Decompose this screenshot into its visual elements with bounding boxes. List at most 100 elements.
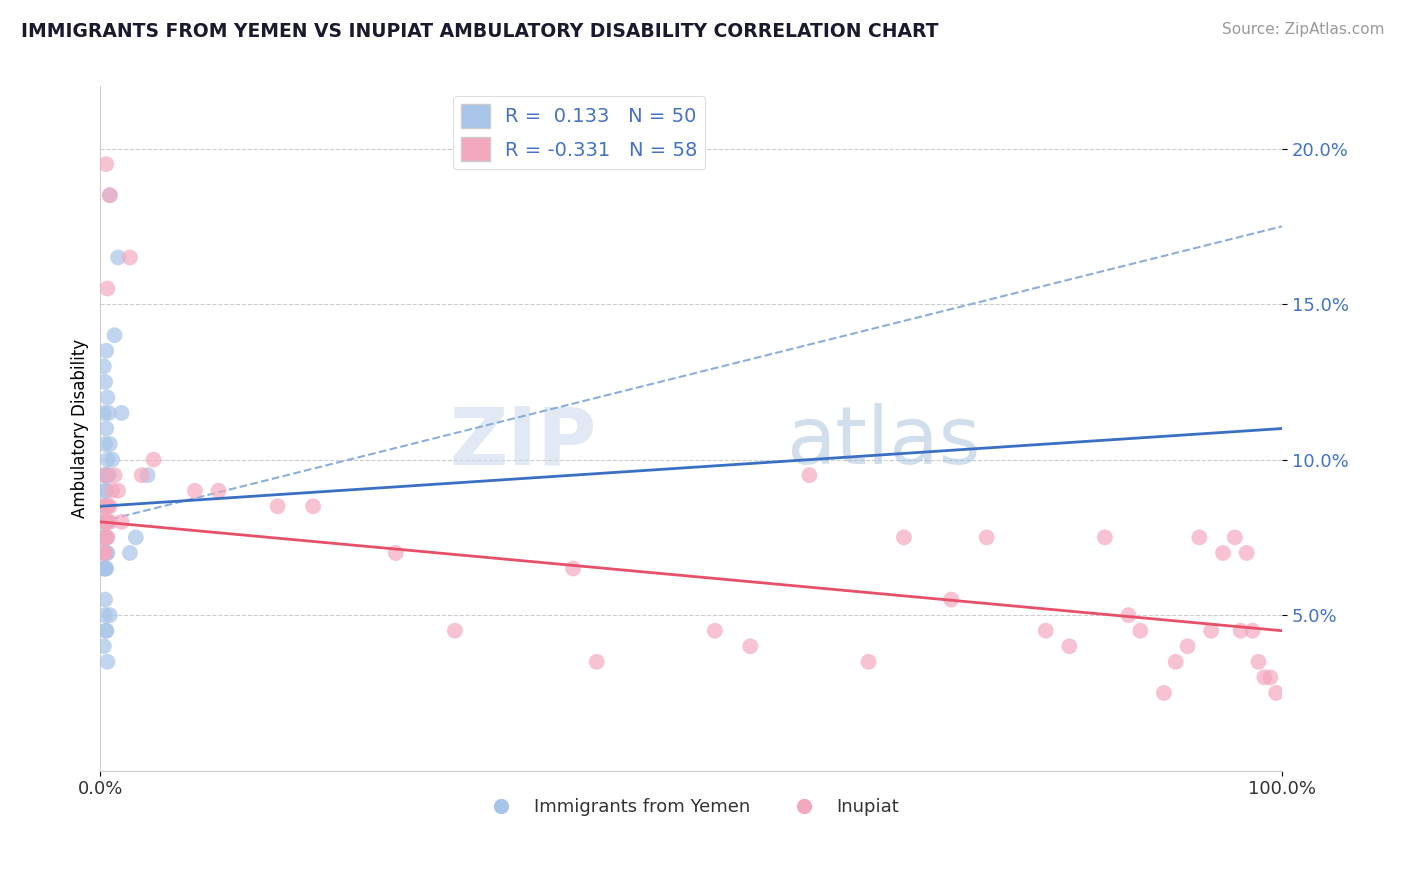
Point bbox=[96, 421, 118, 435]
Point bbox=[93, 500, 115, 514]
Point bbox=[703, 624, 725, 638]
Point bbox=[118, 251, 141, 265]
Point bbox=[94, 437, 117, 451]
Point bbox=[93, 406, 115, 420]
Point bbox=[94, 608, 117, 623]
Point bbox=[96, 500, 118, 514]
Point bbox=[142, 452, 165, 467]
Point bbox=[103, 328, 125, 343]
Point bbox=[101, 452, 124, 467]
Point bbox=[94, 561, 117, 575]
Point bbox=[207, 483, 229, 498]
Point bbox=[1253, 670, 1275, 684]
Point bbox=[96, 546, 118, 560]
Point bbox=[1212, 546, 1234, 560]
Point bbox=[1236, 546, 1258, 560]
Point bbox=[96, 391, 118, 405]
Point bbox=[96, 530, 118, 544]
Point bbox=[799, 468, 821, 483]
Point bbox=[1199, 624, 1222, 638]
Point bbox=[184, 483, 207, 498]
Point bbox=[96, 546, 118, 560]
Point bbox=[96, 515, 118, 529]
Point bbox=[96, 500, 118, 514]
Point bbox=[96, 515, 118, 529]
Point bbox=[96, 624, 118, 638]
Point bbox=[96, 483, 118, 498]
Point bbox=[94, 483, 117, 498]
Point bbox=[1241, 624, 1264, 638]
Point bbox=[96, 468, 118, 483]
Point bbox=[101, 483, 124, 498]
Point bbox=[1129, 624, 1152, 638]
Point bbox=[94, 530, 117, 544]
Point bbox=[96, 561, 118, 575]
Point bbox=[94, 530, 117, 544]
Text: Source: ZipAtlas.com: Source: ZipAtlas.com bbox=[1222, 22, 1385, 37]
Point bbox=[118, 546, 141, 560]
Point bbox=[1164, 655, 1187, 669]
Point bbox=[94, 515, 117, 529]
Text: atlas: atlas bbox=[786, 403, 980, 481]
Point bbox=[585, 655, 607, 669]
Point bbox=[93, 561, 115, 575]
Point bbox=[96, 281, 118, 295]
Point bbox=[444, 624, 467, 638]
Point bbox=[96, 515, 118, 529]
Point bbox=[96, 157, 118, 171]
Point bbox=[94, 500, 117, 514]
Point bbox=[98, 437, 121, 451]
Point bbox=[1153, 686, 1175, 700]
Point bbox=[111, 406, 134, 420]
Point bbox=[97, 406, 120, 420]
Point bbox=[96, 655, 118, 669]
Point bbox=[93, 546, 115, 560]
Point bbox=[96, 515, 118, 529]
Text: IMMIGRANTS FROM YEMEN VS INUPIAT AMBULATORY DISABILITY CORRELATION CHART: IMMIGRANTS FROM YEMEN VS INUPIAT AMBULAT… bbox=[21, 22, 939, 41]
Point bbox=[93, 530, 115, 544]
Point bbox=[107, 483, 129, 498]
Point bbox=[98, 608, 121, 623]
Point bbox=[93, 530, 115, 544]
Point bbox=[94, 375, 117, 389]
Point bbox=[103, 468, 125, 483]
Point bbox=[1094, 530, 1116, 544]
Text: ZIP: ZIP bbox=[450, 403, 596, 481]
Point bbox=[302, 500, 325, 514]
Point bbox=[94, 592, 117, 607]
Point bbox=[93, 515, 115, 529]
Point bbox=[96, 343, 118, 358]
Point bbox=[96, 452, 118, 467]
Point bbox=[1188, 530, 1211, 544]
Point bbox=[93, 468, 115, 483]
Point bbox=[94, 515, 117, 529]
Point bbox=[976, 530, 998, 544]
Point bbox=[96, 530, 118, 544]
Point bbox=[96, 500, 118, 514]
Point bbox=[96, 624, 118, 638]
Point bbox=[136, 468, 159, 483]
Point bbox=[94, 530, 117, 544]
Point bbox=[125, 530, 148, 544]
Point bbox=[107, 251, 129, 265]
Point bbox=[94, 468, 117, 483]
Point bbox=[98, 188, 121, 202]
Point bbox=[93, 546, 115, 560]
Point bbox=[111, 515, 134, 529]
Point bbox=[1035, 624, 1057, 638]
Point bbox=[94, 546, 117, 560]
Point bbox=[893, 530, 915, 544]
Point bbox=[1265, 686, 1288, 700]
Point bbox=[858, 655, 880, 669]
Point bbox=[1229, 624, 1251, 638]
Point bbox=[97, 468, 120, 483]
Point bbox=[1177, 640, 1199, 654]
Point bbox=[93, 640, 115, 654]
Point bbox=[93, 500, 115, 514]
Point bbox=[131, 468, 153, 483]
Point bbox=[98, 188, 121, 202]
Point bbox=[384, 546, 406, 560]
Point bbox=[98, 515, 121, 529]
Point bbox=[1258, 670, 1281, 684]
Point bbox=[1247, 655, 1270, 669]
